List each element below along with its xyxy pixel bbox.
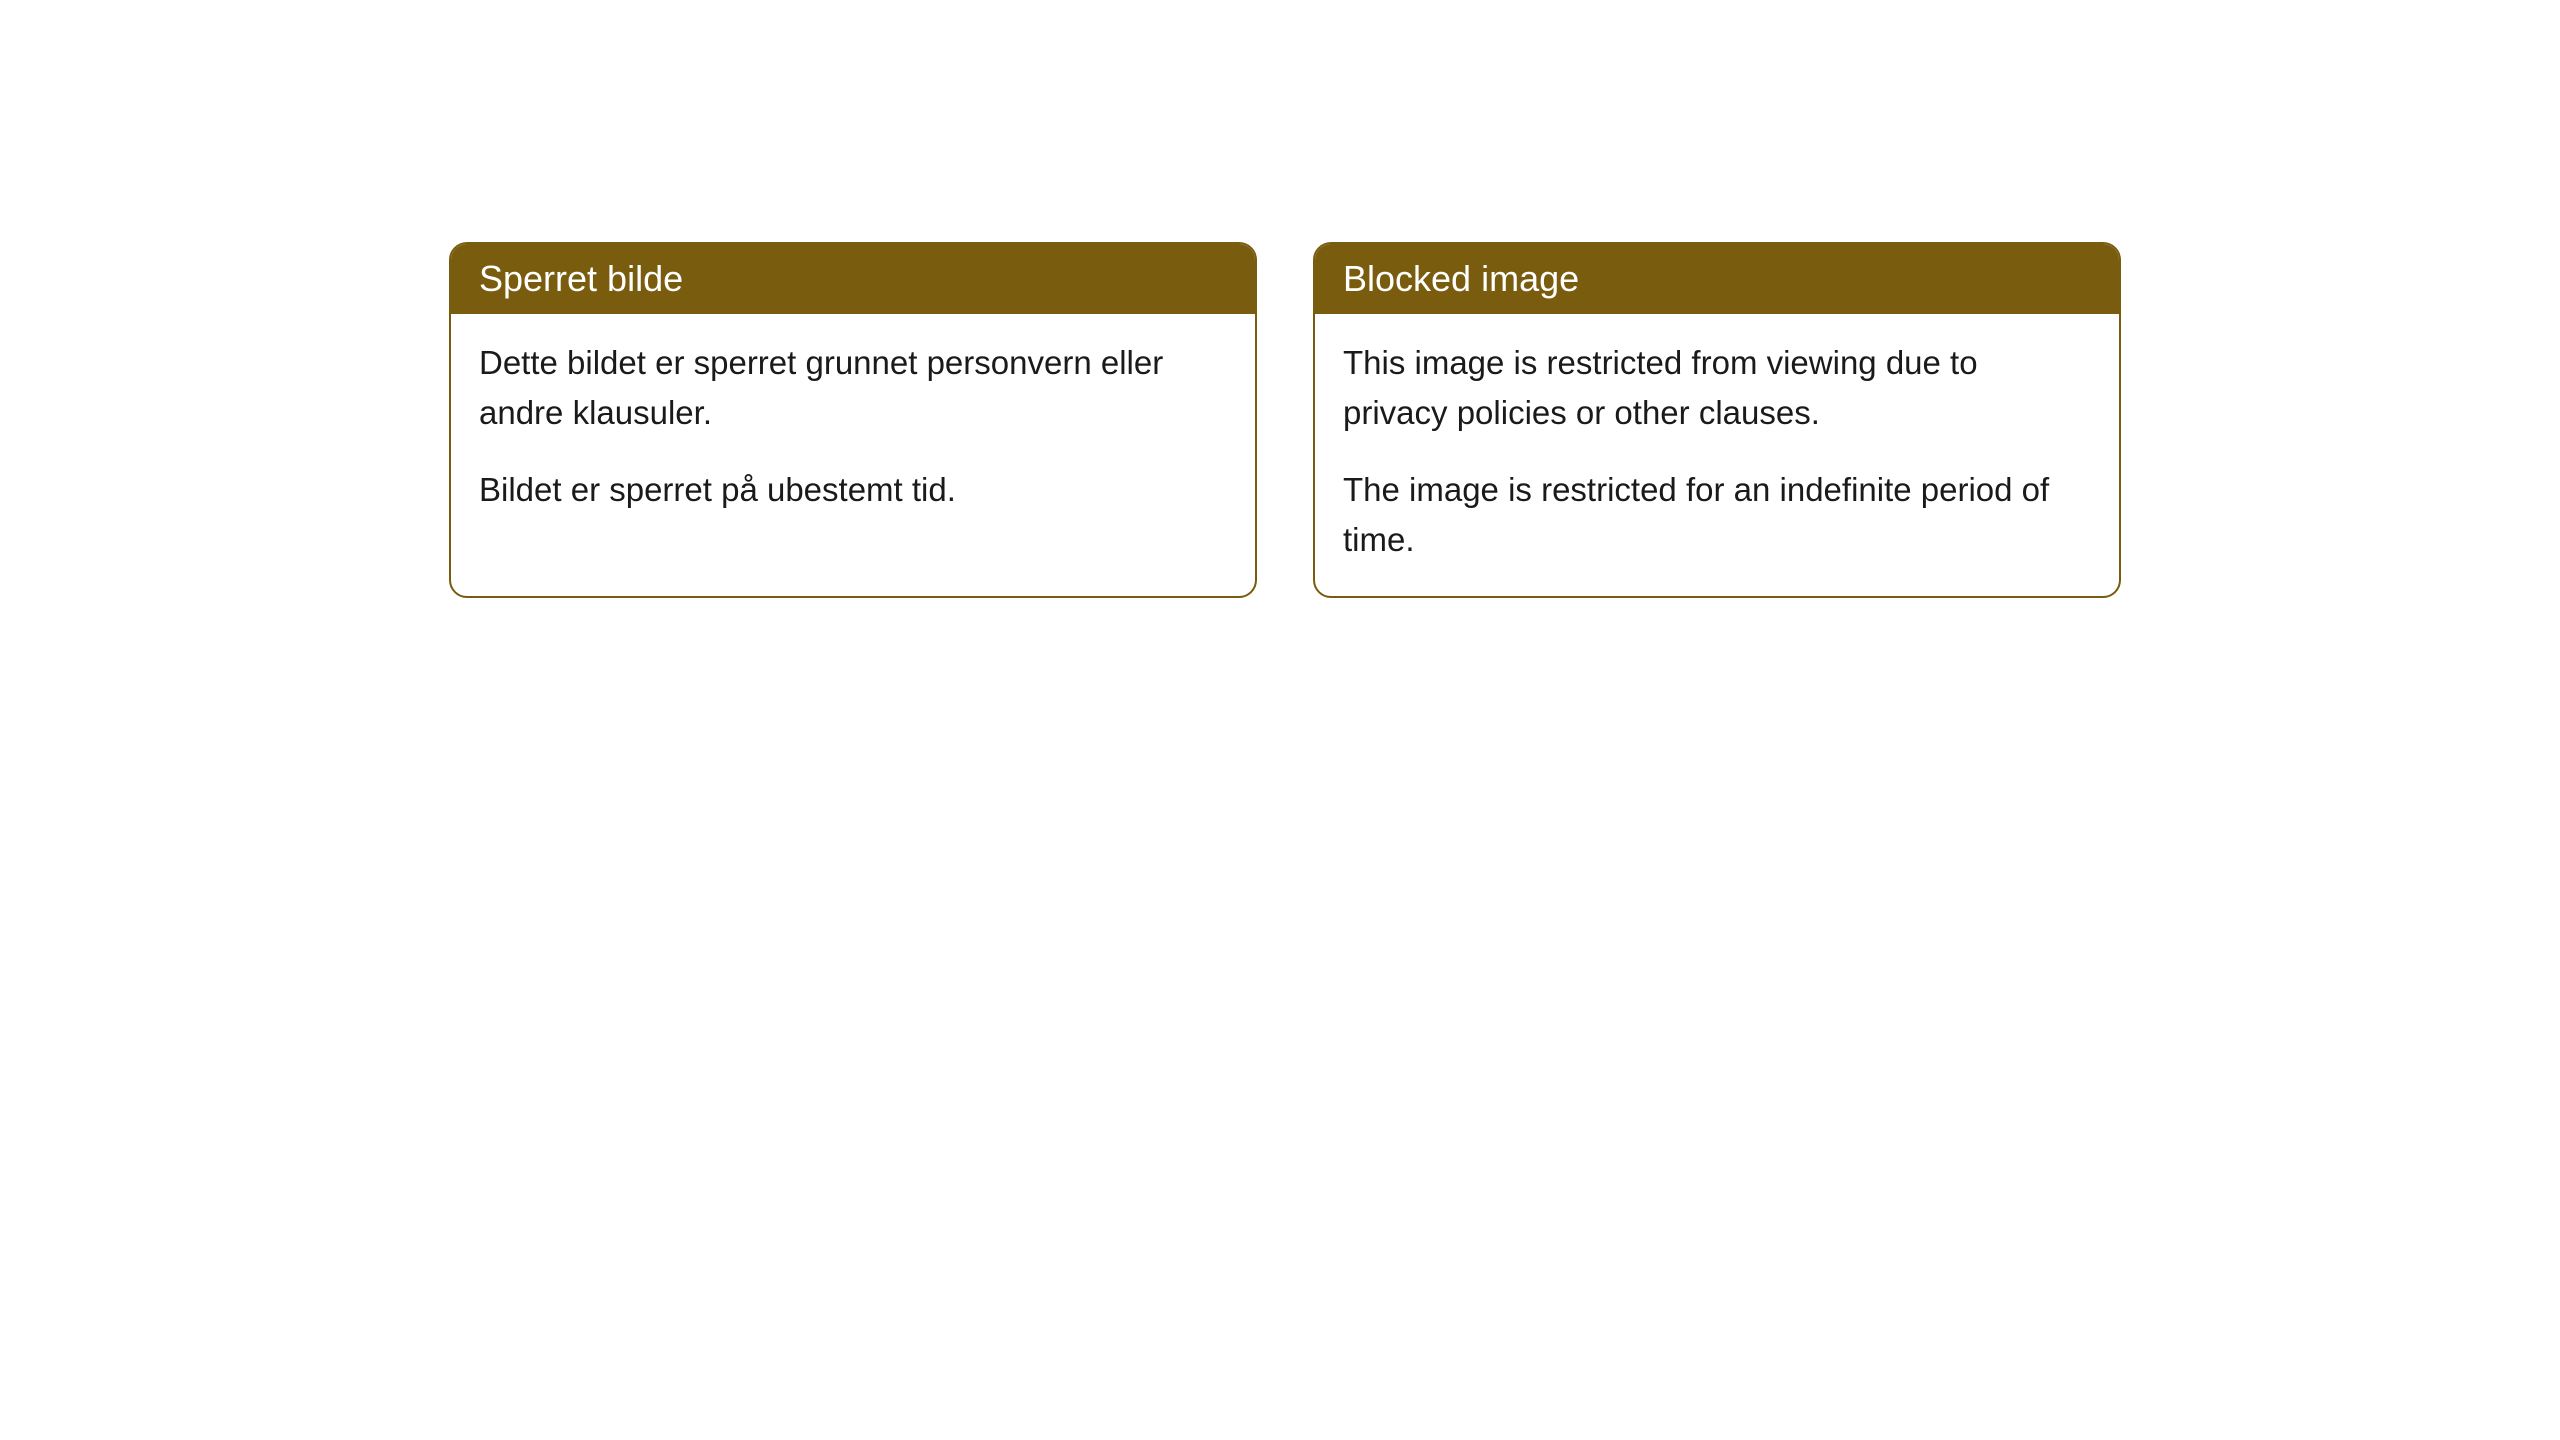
notice-card-norwegian: Sperret bilde Dette bildet er sperret gr…: [449, 242, 1257, 598]
notice-card-english: Blocked image This image is restricted f…: [1313, 242, 2121, 598]
card-header: Sperret bilde: [451, 244, 1255, 314]
card-paragraph: Dette bildet er sperret grunnet personve…: [479, 338, 1227, 437]
card-title: Sperret bilde: [479, 258, 683, 299]
card-body: This image is restricted from viewing du…: [1315, 314, 2119, 596]
card-body: Dette bildet er sperret grunnet personve…: [451, 314, 1255, 547]
card-paragraph: The image is restricted for an indefinit…: [1343, 465, 2091, 564]
card-paragraph: Bildet er sperret på ubestemt tid.: [479, 465, 1227, 515]
card-header: Blocked image: [1315, 244, 2119, 314]
notice-cards-container: Sperret bilde Dette bildet er sperret gr…: [449, 242, 2121, 598]
card-paragraph: This image is restricted from viewing du…: [1343, 338, 2091, 437]
card-title: Blocked image: [1343, 258, 1579, 299]
